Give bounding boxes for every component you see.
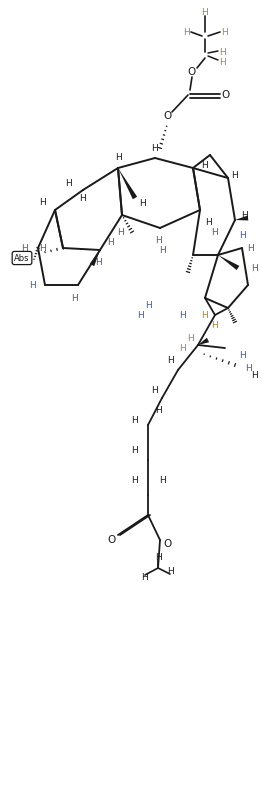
Text: H: H <box>80 193 86 203</box>
Text: H: H <box>132 446 138 454</box>
Text: H: H <box>155 235 161 245</box>
Text: H: H <box>247 244 253 252</box>
Text: H: H <box>145 301 151 309</box>
Polygon shape <box>90 250 100 266</box>
Text: H: H <box>155 554 161 563</box>
Text: H: H <box>142 574 148 582</box>
Text: H: H <box>107 237 113 246</box>
Text: O: O <box>163 539 171 549</box>
Text: H: H <box>152 386 158 394</box>
Text: H: H <box>202 311 208 320</box>
Text: H: H <box>39 197 45 207</box>
Text: H: H <box>221 28 227 36</box>
Text: H: H <box>65 178 71 188</box>
Text: H: H <box>245 364 251 372</box>
Text: H: H <box>117 227 123 237</box>
Text: H: H <box>212 227 218 237</box>
Text: H: H <box>115 152 121 162</box>
Text: H: H <box>29 281 35 290</box>
Text: O: O <box>188 67 196 77</box>
Polygon shape <box>198 338 209 345</box>
Text: H: H <box>137 311 143 320</box>
Text: H: H <box>232 170 238 180</box>
Text: H: H <box>239 230 245 240</box>
Text: H: H <box>219 58 225 66</box>
Text: H: H <box>159 476 165 484</box>
Text: H: H <box>132 476 138 484</box>
Text: H: H <box>219 47 225 57</box>
Text: H: H <box>140 199 146 208</box>
Text: H: H <box>155 406 161 414</box>
Text: H: H <box>202 8 208 17</box>
Text: H: H <box>180 343 186 353</box>
Text: H: H <box>252 264 258 272</box>
Text: O: O <box>164 111 172 121</box>
Text: H: H <box>167 356 173 365</box>
Polygon shape <box>118 168 137 200</box>
Text: H: H <box>39 244 45 252</box>
Text: H: H <box>212 320 218 330</box>
Text: O: O <box>221 90 229 100</box>
Text: H: H <box>95 257 101 267</box>
Text: H: H <box>22 244 28 252</box>
Text: H: H <box>183 28 189 36</box>
Text: H: H <box>242 211 248 219</box>
Text: H: H <box>159 245 165 255</box>
Text: H: H <box>167 567 173 577</box>
Text: H: H <box>132 416 138 424</box>
Text: Abs: Abs <box>14 253 30 263</box>
Text: H: H <box>152 144 158 152</box>
Text: O: O <box>107 535 115 545</box>
Text: H: H <box>187 334 193 342</box>
Text: H: H <box>72 294 78 302</box>
Text: H: H <box>205 218 211 226</box>
Polygon shape <box>235 215 248 220</box>
Polygon shape <box>218 255 239 270</box>
Text: H: H <box>239 350 245 360</box>
Text: H: H <box>252 371 258 380</box>
Text: H: H <box>202 160 208 170</box>
Text: H: H <box>179 311 185 320</box>
